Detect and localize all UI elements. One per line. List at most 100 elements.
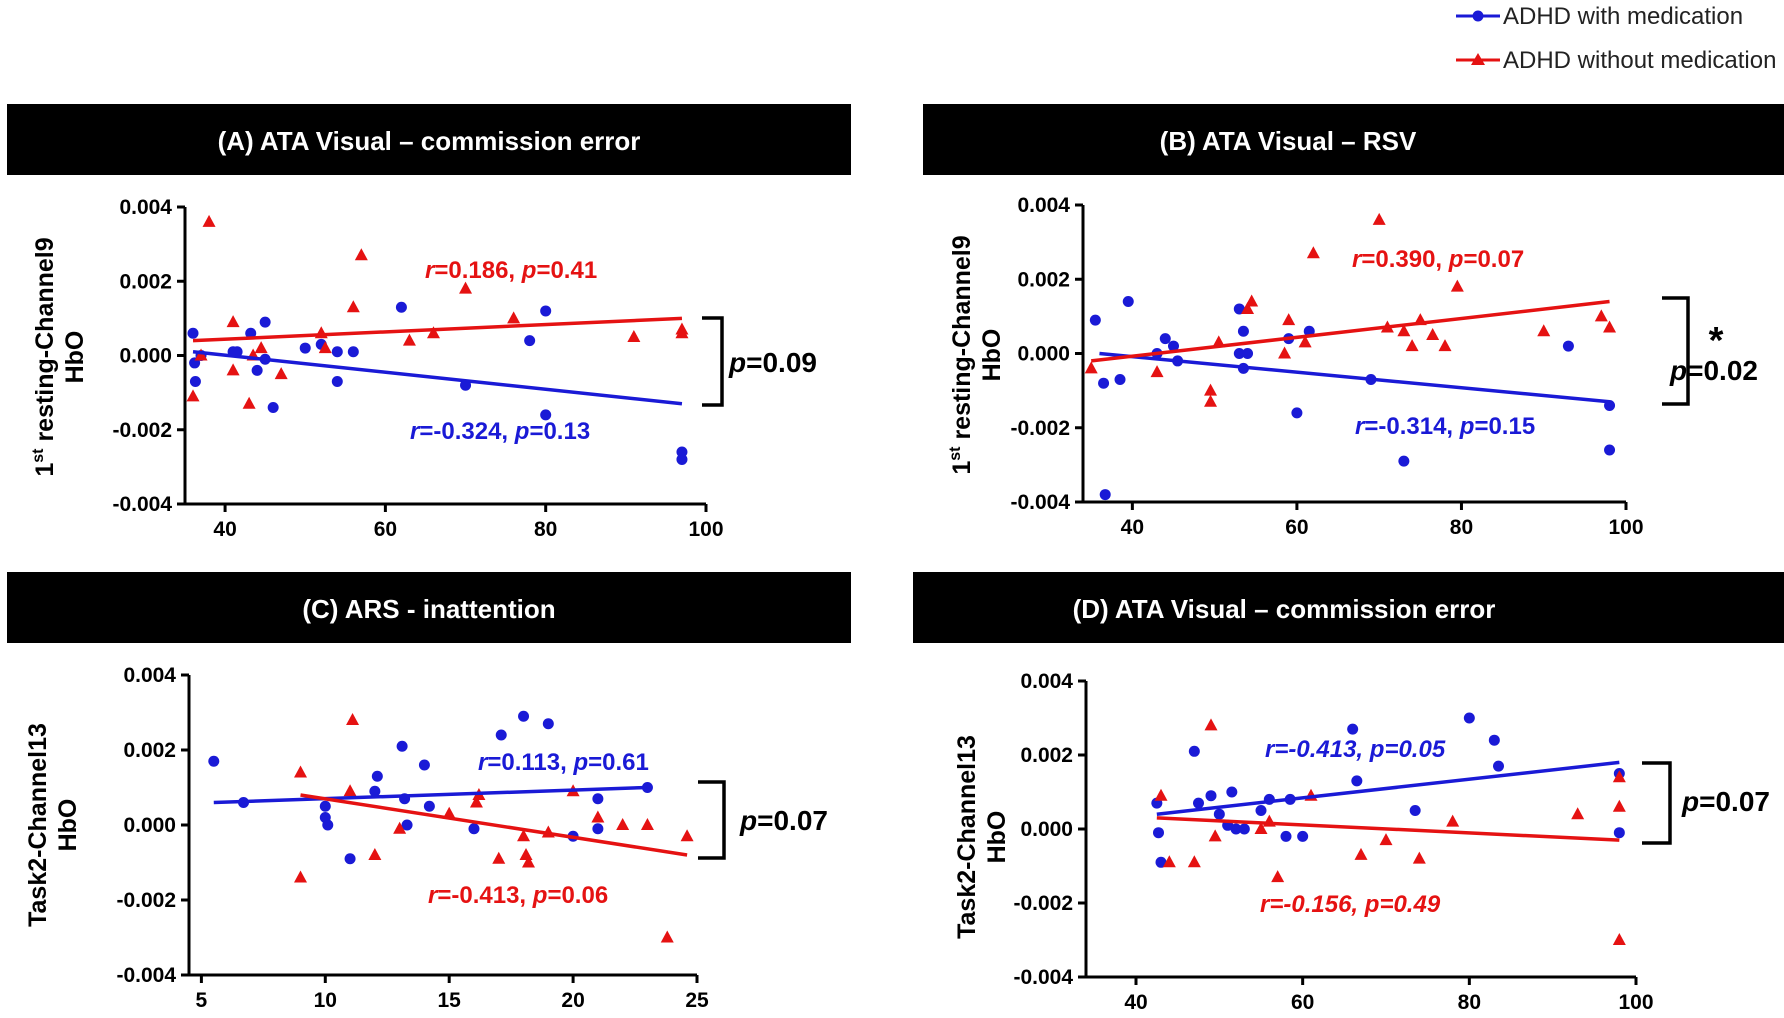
panel-d-xtick-label: 100 [1618,991,1653,1014]
panel-a-point-red [274,367,288,380]
panel-d-point-blue [1255,805,1267,816]
panel-c-point-blue [371,770,383,782]
panel-b-xtick-label: 100 [1608,516,1643,539]
panel-d-blue-stat: r=-0.413, p=0.05 [1265,736,1446,763]
panel-b-xtick-label: 40 [1121,516,1144,539]
panel-d-title-bar [913,572,1784,643]
panel-b-point-blue [1168,340,1179,352]
panel-a-point-red [194,348,208,361]
legend-with-marker-icon [1472,10,1484,22]
panel-c-ytick-label: 0.000 [123,814,176,837]
panel-c-point-red [640,818,654,830]
panel-c-ytick-label: 0.002 [123,739,176,762]
panel-c-title-bar [7,572,851,643]
legend-without-marker-icon [1471,53,1485,65]
panel-d-point-blue [1613,827,1625,839]
panel-c-ytick-label: -0.002 [116,889,176,912]
panel-a-point-blue [524,335,536,347]
panel-c-fit-line-blue [213,785,648,805]
panel-b-ytick-label: 0.004 [1017,194,1070,217]
panel-a-ytick-label: -0.002 [112,419,172,442]
panel-a-point-blue [189,375,201,387]
panel-a-blue-stat: r=-0.324, p=0.13 [410,418,590,445]
panel-d-point-red [1162,855,1176,868]
panel-d-xtick-label: 40 [1124,991,1147,1014]
panel-d-point-blue [1463,712,1475,724]
panel-b-ylabel: 1st resting-Channel9 [947,235,976,474]
panel-c-point-blue [208,755,220,767]
panel-b-point-blue [1291,407,1303,419]
panel-a-point-red [254,341,268,354]
panel-d-ytick-label: 0.002 [1020,744,1073,767]
panel-c-point-red [469,795,483,808]
panel-d-ytick-label: -0.002 [1013,892,1073,915]
panel-a-ylabel: 1st resting-Channel9 [30,237,59,476]
panel-d-point-blue [1213,808,1225,820]
panel-d-ytick-label: -0.004 [1013,966,1073,989]
panel-a-pvalue: p=0.09 [728,347,817,378]
panel-c-point-blue [322,819,334,831]
legend-with-label: ADHD with medication [1503,3,1743,30]
panel-b-ytick-label: -0.002 [1010,417,1070,440]
panel-b-point-blue [1122,296,1134,308]
panel-a-point-blue [395,301,407,313]
panel-c-point-red [519,848,533,860]
panel-a-point-blue [259,316,271,328]
panel-b-point-red [1245,294,1259,307]
panel-a-xtick-label: 60 [374,518,397,541]
panel-a-xtick-label: 40 [213,518,236,541]
panel-b-point-blue [1159,333,1171,345]
panel-d-point-blue [1155,856,1167,868]
panel-c-point-red [616,818,630,830]
panel-c-point-red [294,765,308,778]
panel-b-point-red [1278,346,1292,359]
panel-a-fit-line-blue [192,350,683,406]
panel-c-xtick-label: 20 [561,989,584,1012]
panel-b-ytick-label: 0.000 [1017,343,1070,366]
panel-a-point-blue [540,409,552,421]
panel-d-point-red [1612,770,1626,783]
panel-b: (B) ATA Visual – RSV 1st resting-Channel… [923,104,1784,539]
panel-d: (D) ATA Visual – commission error Task2-… [913,572,1784,1014]
panel-c-fit-line-red [300,793,688,857]
panel-d-point-red [1612,933,1626,945]
panel-b-blue-stat: r=-0.314, p=0.15 [1355,413,1535,440]
panel-b-point-red [1537,324,1551,337]
panel-b-point-blue [1099,489,1111,501]
panel-d-point-blue [1351,775,1363,787]
panel-c-point-blue [518,710,530,722]
panel-d-title: (D) ATA Visual – commission error [1073,594,1496,624]
panel-b-point-red [1594,309,1608,322]
panel-b-ylabel-line2: HbO [978,329,1006,382]
panel-a-point-blue [331,346,343,358]
panel-b-point-red [1282,313,1296,326]
panel-b-point-red [1438,339,1452,352]
panel-c-point-red [343,784,357,797]
panel-d-point-blue [1280,830,1292,842]
panel-a-ylabel-line2: HbO [61,331,89,384]
panel-a-red-stat: r=0.186, p=0.41 [425,257,597,284]
panel-c-point-red [517,829,531,842]
panel-b-point-red [1372,212,1386,225]
legend-without-label: ADHD without medication [1503,47,1776,74]
panel-a-point-red [346,300,360,313]
panel-c-ylabel: Task2-Channel13 [24,723,52,927]
panel-b-point-red [1150,365,1164,378]
panel-c-pvalue: p=0.07 [739,805,828,836]
panel-a-point-red [226,315,240,328]
panel-d-point-red [1154,788,1168,801]
panel-c: (C) ARS - inattention Task2-Channel13 Hb… [7,572,851,1012]
panel-b-point-blue [1089,314,1101,326]
panel-c-point-blue [592,793,604,805]
panel-a-point-red [202,214,216,227]
panel-d-red-stat: r=-0.156, p=0.49 [1260,891,1441,918]
panel-c-xtick-label: 15 [438,989,462,1012]
panel-b-point-red [1450,279,1464,292]
panel-d-plot: -0.004 -0.002 0.000 0.002 0.004 40 60 80 100 [1013,670,1653,1014]
panel-b-point-red [1204,394,1218,407]
panel-d-point-blue [1238,823,1250,835]
panel-a-plot: -0.004 -0.002 0.000 0.002 0.004 40 60 80 100 [112,196,723,541]
panel-c-point-red [346,713,360,725]
panel-a-ylabel-sup: st [30,448,47,463]
